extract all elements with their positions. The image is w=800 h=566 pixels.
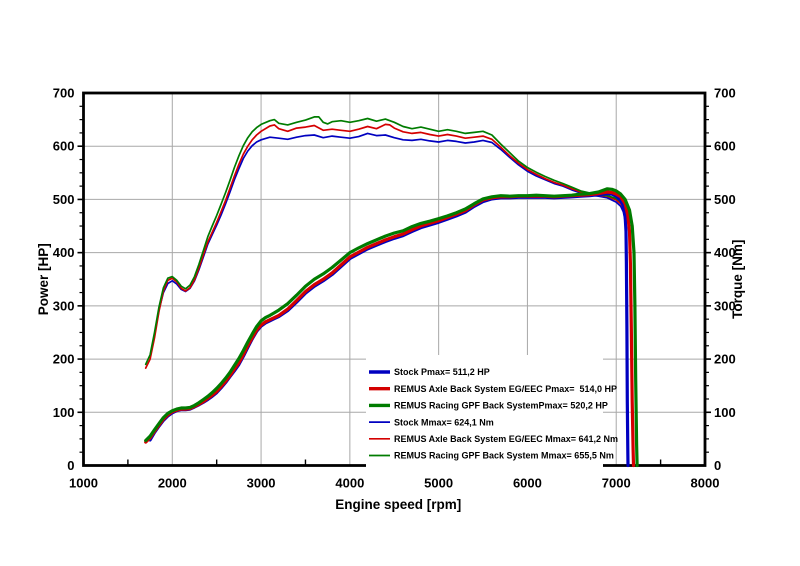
legend: Stock Pmax= 511,2 HP REMUS Axle Back Syst…: [366, 355, 618, 467]
x-tick-label: 2000: [158, 476, 187, 491]
y-right-tick-label: 700: [714, 86, 736, 101]
legend-label: REMUS Axle Back System EG/EEC Mmax= 641,…: [394, 434, 618, 444]
x-tick-label: 7000: [602, 476, 631, 491]
legend-label: REMUS Racing GPF Back SystemPmax= 520,2 …: [394, 401, 608, 411]
y-right-tick-label: 200: [714, 352, 736, 367]
legend-entry: REMUS Axle Back System EG/EEC Pmax= 514,…: [369, 384, 617, 394]
y-left-tick-label: 300: [53, 298, 75, 313]
legend-entry: REMUS Axle Back System EG/EEC Mmax= 641,…: [369, 434, 618, 444]
curve-torque-remus-axle: [144, 123, 635, 467]
x-tick-label: 6000: [513, 476, 542, 491]
legend-label: Stock Pmax= 511,2 HP: [394, 367, 490, 377]
curve-torque-remus-gpf: [144, 116, 638, 467]
x-axis-title: Engine speed [rpm]: [335, 497, 461, 512]
y-right-tick-label: 0: [714, 458, 721, 473]
y-left-tick-label: 600: [53, 139, 75, 154]
x-tick-label: 3000: [247, 476, 276, 491]
x-tick-label: 1000: [69, 476, 98, 491]
x-tick-label: 4000: [335, 476, 364, 491]
y-left-tick-label: 500: [53, 192, 75, 207]
legend-entry: REMUS Racing GPF Back SystemPmax= 520,2 …: [369, 401, 608, 411]
legend-label: REMUS Racing GPF Back System Mmax= 655,5…: [394, 451, 614, 461]
y-right-axis-title: Torque [Nm]: [730, 240, 745, 319]
legend-label: REMUS Axle Back System EG/EEC Pmax= 514,…: [394, 384, 617, 394]
y-left-tick-label: 0: [67, 458, 74, 473]
y-right-tick-label: 500: [714, 192, 736, 207]
y-right-tick-label: 400: [714, 245, 736, 260]
curve-power-remus-gpf: [144, 187, 639, 468]
y-left-axis-title: Power [HP]: [36, 243, 51, 315]
gridlines: [83, 93, 705, 466]
legend-entry: Stock Pmax= 511,2 HP: [369, 367, 490, 377]
y-left-tick-label: 700: [53, 86, 75, 101]
y-left-tick-label: 100: [53, 405, 75, 420]
x-tick-label: 8000: [691, 476, 720, 491]
y-right-tick-label: 600: [714, 139, 736, 154]
legend-entry: REMUS Racing GPF Back System Mmax= 655,5…: [369, 451, 614, 461]
y-right-tick-label: 300: [714, 298, 736, 313]
axis-labels: 0 0 100 100 200 200 300 300 400 400 500 500 600 600 70…: [36, 86, 745, 513]
legend-entry: Stock Mmax= 624,1 Nm: [369, 417, 494, 427]
legend-label: Stock Mmax= 624,1 Nm: [394, 417, 494, 427]
legend-box: [366, 355, 603, 467]
y-left-tick-label: 400: [53, 245, 75, 260]
y-right-tick-label: 100: [714, 405, 736, 420]
x-tick-label: 5000: [424, 476, 453, 491]
curves: [144, 116, 639, 468]
y-left-tick-label: 200: [53, 352, 75, 367]
